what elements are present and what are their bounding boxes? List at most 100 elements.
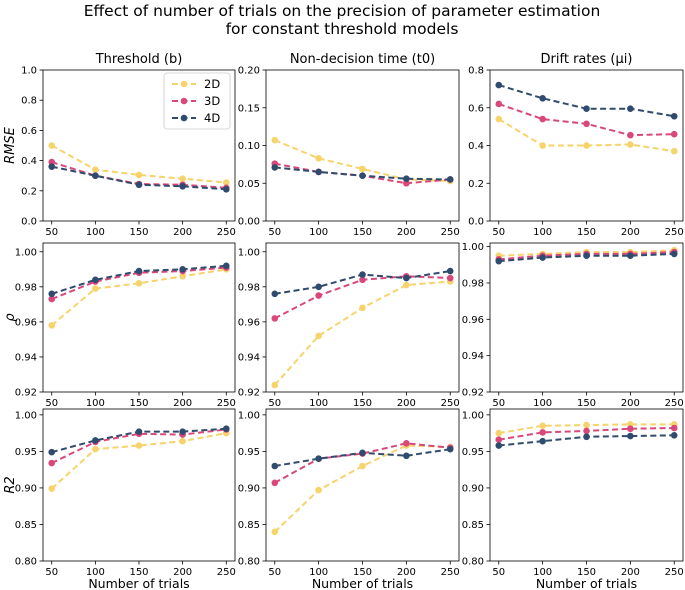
x-tick-label: 50 xyxy=(268,398,281,409)
y-tick-label: 0.2 xyxy=(21,186,37,197)
data-point xyxy=(271,136,279,144)
data-point xyxy=(135,171,143,179)
series-line xyxy=(51,144,227,184)
panel-title: Drift rates (μi) xyxy=(541,52,633,67)
x-axis-label: Number of trials xyxy=(312,576,413,590)
x-tick-label: 150 xyxy=(353,567,372,578)
data-point xyxy=(359,449,366,457)
x-tick-label: 250 xyxy=(665,567,684,578)
y-tick-label: 0.98 xyxy=(238,282,260,293)
series-line xyxy=(51,432,227,490)
data-point xyxy=(670,112,678,120)
y-tick-label: 0.92 xyxy=(15,388,37,399)
y-tick-label: 0.8 xyxy=(468,66,484,77)
x-tick-label: 200 xyxy=(173,567,192,578)
data-point xyxy=(222,185,230,193)
series-2D xyxy=(271,278,454,389)
data-point xyxy=(315,455,322,462)
data-point xyxy=(271,164,279,171)
panel-r0-c1: 50 100 150 200 250 0.00 0.05 0.10 0.15 0.20 Non-de… xyxy=(238,52,460,238)
series-2D xyxy=(48,429,230,492)
data-point xyxy=(359,271,366,278)
data-point xyxy=(48,158,56,166)
data-point xyxy=(48,142,56,149)
data-point xyxy=(495,436,503,443)
y-tick-label: 1.00 xyxy=(238,410,260,421)
panel-r1-c2: 50 100 150 200 250 0.92 0.94 0.96 0.98 1.00 xyxy=(462,242,684,409)
panel-r1-c1: 50 100 150 200 250 0.92 0.94 0.96 0.98 1.00 xyxy=(238,242,460,409)
data-point xyxy=(495,115,503,123)
data-point xyxy=(446,274,454,282)
y-tick-label: 0.0 xyxy=(468,217,484,228)
panel-title: Non-decision time (t0) xyxy=(290,52,435,67)
data-point xyxy=(583,433,590,441)
y-tick-label: 0.0 xyxy=(21,217,37,228)
x-tick-label: 100 xyxy=(86,227,105,238)
data-point xyxy=(48,322,56,329)
data-point xyxy=(627,105,634,112)
figure-title-line-2: for constant threshold models xyxy=(226,20,459,38)
axes-frame xyxy=(489,242,684,393)
y-tick-label: 0.4 xyxy=(21,156,37,167)
series-4D xyxy=(495,432,678,449)
y-tick-label: 0.6 xyxy=(21,126,37,137)
series-3D xyxy=(495,424,678,443)
panel-r1-c0: 50 100 150 200 250 0.92 0.94 0.96 0.98 1.00 ρ xyxy=(3,242,236,409)
x-tick-label: 200 xyxy=(173,227,192,238)
axes-frame xyxy=(42,242,236,393)
x-tick-label: 250 xyxy=(665,398,684,409)
panel-r2-c1: 50 100 150 200 250 0.80 0.85 0.90 0.95 1.00 Number… xyxy=(238,408,460,590)
y-tick-label: 1.0 xyxy=(21,66,37,77)
data-point xyxy=(670,424,678,432)
x-tick-label: 150 xyxy=(129,567,148,578)
series-line xyxy=(51,428,227,464)
series-line xyxy=(51,266,227,301)
data-point xyxy=(539,115,546,123)
x-tick-label: 50 xyxy=(45,227,58,238)
y-tick-label: 0.80 xyxy=(15,557,37,568)
y-tick-label: 0.80 xyxy=(238,557,260,568)
data-point xyxy=(583,427,590,435)
x-tick-label: 250 xyxy=(441,227,460,238)
data-point xyxy=(539,422,546,430)
y-tick-label: 1.00 xyxy=(238,247,260,258)
y-tick-label: 0.90 xyxy=(462,483,484,494)
y-tick-label: 0.96 xyxy=(238,317,260,328)
axes-frame xyxy=(265,69,460,222)
data-point xyxy=(446,267,454,275)
y-tick-label: 0.94 xyxy=(462,351,484,362)
x-tick-label: 100 xyxy=(533,227,552,238)
x-tick-label: 250 xyxy=(217,398,236,409)
x-tick-label: 100 xyxy=(309,398,328,409)
data-point xyxy=(627,131,634,139)
x-tick-label: 250 xyxy=(441,398,460,409)
data-point xyxy=(583,421,590,429)
y-tick-label: 1.00 xyxy=(462,410,484,421)
x-tick-label: 100 xyxy=(533,567,552,578)
y-tick-label: 0.95 xyxy=(15,447,37,458)
y-axis-label: R2 xyxy=(3,476,18,493)
series-4D xyxy=(48,425,230,456)
y-tick-label: 0.85 xyxy=(15,520,37,531)
y-tick-label: 0.2 xyxy=(468,179,484,190)
data-point xyxy=(222,179,230,186)
x-tick-label: 150 xyxy=(577,567,596,578)
axes-frame xyxy=(265,242,460,393)
y-tick-label: 0.92 xyxy=(238,388,260,399)
data-point xyxy=(403,281,410,289)
series-4D xyxy=(271,164,454,183)
series-2D xyxy=(48,142,230,186)
data-point xyxy=(315,168,322,176)
x-tick-label: 100 xyxy=(86,567,105,578)
data-point xyxy=(48,290,56,298)
y-tick-label: 0.20 xyxy=(238,66,260,77)
data-point xyxy=(670,432,678,439)
x-tick-label: 50 xyxy=(268,567,281,578)
data-point xyxy=(359,172,366,179)
legend-entry-3D: 3D xyxy=(172,94,220,108)
x-axis-label: Number of trials xyxy=(536,576,637,590)
data-point xyxy=(271,462,279,470)
data-point xyxy=(92,285,99,292)
data-point xyxy=(359,462,366,470)
